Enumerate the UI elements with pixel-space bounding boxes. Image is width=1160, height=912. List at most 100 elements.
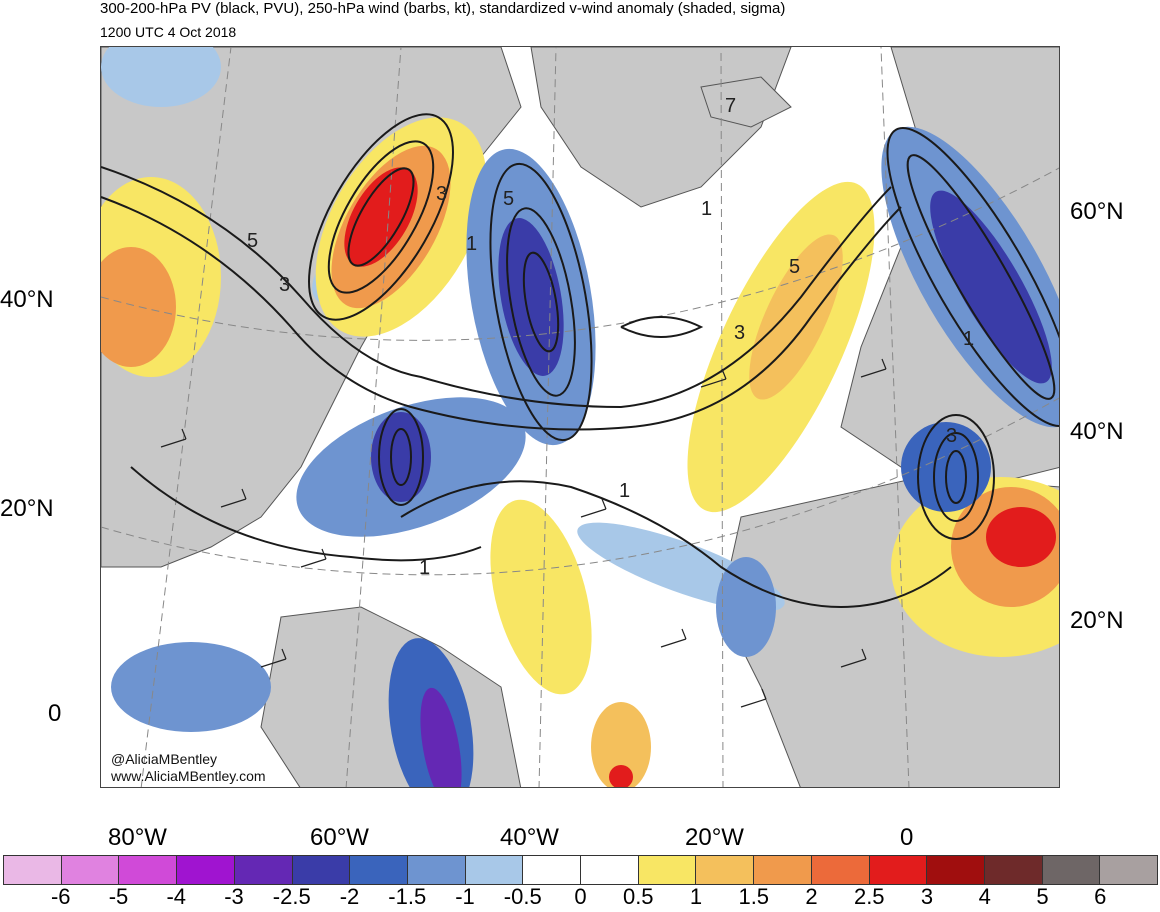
pv-contour xyxy=(101,196,902,431)
colorbar-swatch xyxy=(523,856,582,884)
right-lat-label: 40°N xyxy=(1070,418,1124,445)
colorbar-swatch xyxy=(696,856,755,884)
colorbar-swatch xyxy=(927,856,985,884)
pv-contour xyxy=(886,127,1059,427)
wind-barb xyxy=(860,358,887,378)
longitude-line xyxy=(538,47,557,787)
anomaly-blob xyxy=(111,642,271,732)
anomaly-blob xyxy=(749,234,843,400)
longitude-line xyxy=(140,47,232,787)
wind-barb xyxy=(700,368,727,388)
colorbar-label: 4 xyxy=(978,884,991,909)
colorbar-label: -4 xyxy=(166,884,187,909)
pv-contour xyxy=(906,154,1056,400)
contour-labels: 5 3 3 1 5 7 5 3 1 1 1 3 1 xyxy=(247,95,974,579)
lon-label: 60°W xyxy=(310,824,369,851)
colorbar-label: 1.5 xyxy=(738,884,770,909)
longitude-line xyxy=(345,47,402,787)
credit-handle: @AliciaMBentley xyxy=(111,751,218,767)
left-lat-label: 20°N xyxy=(0,495,54,522)
pv-contours xyxy=(101,113,1059,609)
colorbar-swatch xyxy=(61,856,120,884)
lon-label: 0 xyxy=(900,824,914,851)
pv-contour xyxy=(378,408,424,506)
right-lat-label: 60°N xyxy=(1070,198,1124,225)
contour-label: 1 xyxy=(701,198,712,220)
colorbar-swatch xyxy=(465,856,524,884)
colorbar-label: 0.5 xyxy=(622,884,654,909)
colorbar-label: -0.5 xyxy=(503,884,542,909)
anomaly-blob xyxy=(420,687,462,787)
colorbar-label: 5 xyxy=(1036,884,1049,909)
colorbar-label: -5 xyxy=(108,884,129,909)
wind-barb xyxy=(740,688,767,708)
lon-label: 40°W xyxy=(500,824,559,851)
land-iceland xyxy=(700,76,792,128)
wind-barb xyxy=(300,548,327,568)
graticule xyxy=(101,47,1059,787)
anomaly-blob xyxy=(490,499,592,695)
colorbar-labels: -6 -5 -4 -3 -2.5 -2 -1.5 -1 -0.5 0 0.5 1 1.5 2 2.5 3 4 5 6 xyxy=(0,884,1160,912)
anomaly-blob xyxy=(986,507,1056,567)
colorbar-label: -2.5 xyxy=(272,884,311,909)
contour-label: 5 xyxy=(503,188,514,210)
colorbar-swatch xyxy=(234,856,293,884)
colorbar-label: 0 xyxy=(574,884,587,909)
anomaly-blob xyxy=(101,247,176,367)
colorbar-label: -6 xyxy=(50,884,71,909)
left-lat-label: 0 xyxy=(48,700,62,727)
pv-contour xyxy=(506,207,576,397)
contour-label: 1 xyxy=(963,328,974,350)
pv-contour xyxy=(327,140,435,294)
lon-label: 80°W xyxy=(108,824,167,851)
contour-label: 3 xyxy=(946,425,957,447)
pv-contour xyxy=(390,428,412,486)
colorbar-swatch xyxy=(177,856,235,884)
left-lat-label: 40°N xyxy=(0,286,54,313)
latitude-line xyxy=(101,167,1059,341)
colorbar-label: 6 xyxy=(1094,884,1107,909)
weather-map: 5 3 3 1 5 7 5 3 1 1 1 3 1 @Alic xyxy=(100,46,1060,788)
pv-contour xyxy=(489,162,593,442)
wind-barb xyxy=(160,428,187,448)
anomaly-blob xyxy=(101,47,221,107)
pv-contour xyxy=(933,432,979,522)
colorbar-swatch xyxy=(869,856,928,884)
pv-contour xyxy=(130,466,482,562)
map-canvas: 5 3 3 1 5 7 5 3 1 1 1 3 1 xyxy=(101,47,1059,787)
longitude-line xyxy=(880,47,910,787)
right-lat-label: 20°N xyxy=(1070,607,1124,634)
pv-contour xyxy=(347,167,415,267)
contour-label: 7 xyxy=(725,95,736,117)
wind-barb xyxy=(260,648,287,668)
anomaly-blob xyxy=(716,557,776,657)
map-valid-time: 1200 UTC 4 Oct 2018 xyxy=(100,24,237,40)
anomaly-blob xyxy=(609,765,633,787)
lon-label: 20°W xyxy=(685,824,744,851)
wind-barb xyxy=(580,498,607,518)
pv-contour xyxy=(308,113,454,321)
anomaly-shading xyxy=(101,47,1059,787)
pv-contour xyxy=(400,480,952,609)
wind-barb xyxy=(840,648,867,668)
contour-label: 5 xyxy=(247,230,258,252)
anomaly-blob xyxy=(930,190,1052,384)
contour-label: 3 xyxy=(734,322,745,344)
pv-contour xyxy=(101,166,892,409)
anomaly-blob xyxy=(344,167,418,267)
colorbar-swatch xyxy=(119,856,178,884)
pv-contour xyxy=(917,414,995,540)
anomaly-blob xyxy=(591,702,651,787)
colorbar-label: 2.5 xyxy=(853,884,885,909)
colorbar-label: 2 xyxy=(805,884,818,909)
anomaly-blob xyxy=(371,412,431,502)
colorbar-swatch xyxy=(1042,856,1101,884)
colorbar-label: -2 xyxy=(339,884,360,909)
contour-label: 3 xyxy=(279,274,290,296)
colorbar-swatch xyxy=(350,856,408,884)
credit-url: www.AliciaMBentley.com xyxy=(111,768,266,784)
map-title: 300-200-hPa PV (black, PVU), 250-hPa win… xyxy=(100,0,786,17)
wind-barb xyxy=(660,628,687,648)
colorbar-swatch xyxy=(407,856,466,884)
colorbar-swatch xyxy=(984,856,1043,884)
